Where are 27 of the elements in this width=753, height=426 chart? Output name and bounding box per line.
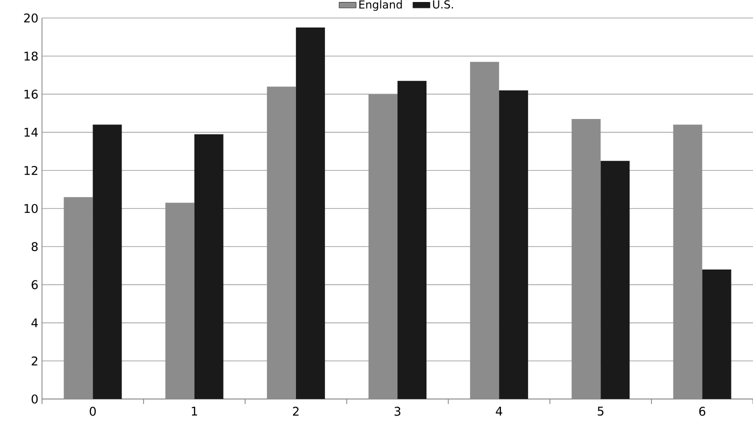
y-tick-label: 16: [24, 90, 38, 99]
bar: [499, 90, 528, 399]
y-tick-label: 6: [32, 280, 38, 290]
legend-label: U.S.: [433, 0, 453, 9]
bar: [702, 269, 732, 399]
x-tick-label: 1: [192, 406, 198, 416]
y-tick-label: 20: [24, 13, 38, 23]
legend-label: England: [359, 0, 402, 11]
y-tick-label: 10: [24, 204, 38, 214]
bar: [600, 160, 630, 399]
x-tick-label: 4: [496, 406, 502, 416]
y-tick-label: 2: [32, 356, 38, 366]
x-tick-label: 0: [90, 406, 96, 416]
y-tick-label: 0: [32, 394, 38, 404]
y-tick-label: 18: [24, 52, 38, 61]
y-tick-label: 4: [31, 318, 38, 328]
y-tick-label: 12: [24, 166, 38, 175]
y-tick-label: 8: [32, 242, 38, 252]
bar: [398, 80, 427, 399]
x-tick-label: 2: [293, 406, 299, 416]
bar: [296, 28, 325, 399]
x-tick-label: 6: [699, 406, 706, 416]
x-tick-label: 5: [598, 406, 604, 416]
y-tick-label: 14: [24, 128, 38, 137]
x-tick-label: 3: [394, 406, 400, 416]
bar: [194, 134, 224, 399]
bar: [92, 124, 122, 399]
